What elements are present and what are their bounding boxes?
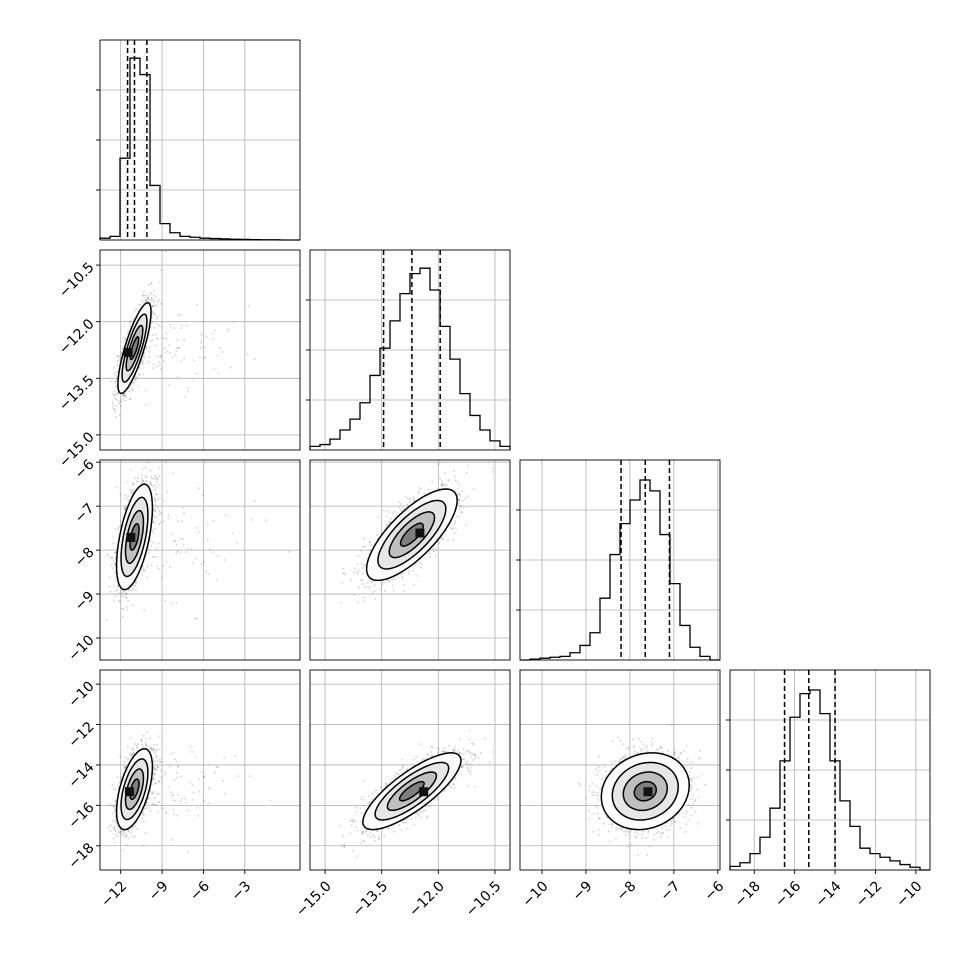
histogram-outline-1 [310, 268, 510, 450]
xtick-label-col1-2: −12.0 [406, 878, 448, 920]
histogram-panel-1 [306, 250, 510, 450]
panel-content-2-1 [310, 460, 510, 660]
histogram-outline-3 [730, 690, 930, 870]
ytick-label-row1-3: −10.5 [56, 259, 98, 301]
density-peak-2-1 [415, 529, 424, 538]
xtick-label-col3-0: −18 [732, 878, 764, 910]
ytick-label-row3-1: −16 [65, 800, 97, 832]
ytick-label-row1-2: −12.0 [56, 316, 98, 358]
xtick-label-col2-1: −9 [570, 878, 596, 904]
ytick-label-row3-0: −18 [65, 840, 97, 872]
xtick-label-col3-4: −10 [893, 878, 925, 910]
histogram-outline-0 [100, 58, 300, 240]
panels-layer [96, 40, 930, 878]
scatter-panel-2-0 [96, 443, 300, 660]
density-peak-3-1 [419, 787, 428, 796]
ytick-label-row2-2: −8 [72, 544, 98, 570]
scatter-panel-2-1 [310, 460, 510, 660]
panel-content-2-0 [100, 443, 300, 660]
xtick-label-col0-0: −12 [98, 878, 130, 910]
scatter-panel-3-0 [96, 670, 300, 878]
histogram-panel-3 [726, 670, 930, 874]
xtick-label-col2-0: −10 [519, 878, 551, 910]
ytick-label-row3-2: −14 [65, 759, 97, 791]
histogram-outline-2 [520, 480, 720, 660]
xtick-label-col0-1: −9 [146, 878, 172, 904]
ytick-label-row2-0: −10 [65, 632, 97, 664]
density-peak-1-0 [124, 348, 133, 357]
xtick-label-col0-2: −6 [187, 878, 213, 904]
ytick-label-row3-4: −10 [65, 678, 97, 710]
xtick-label-col1-1: −13.5 [350, 878, 392, 920]
density-peak-3-0 [125, 787, 134, 796]
histogram-panel-2 [516, 460, 720, 660]
xtick-label-col2-4: −6 [702, 878, 728, 904]
scatter-panel-1-0 [96, 250, 300, 450]
scatter-panel-3-1 [310, 670, 518, 874]
xtick-label-col1-0: −15.0 [293, 878, 335, 920]
scatter-panel-3-2 [520, 670, 725, 874]
panel-content-3-0 [100, 670, 300, 878]
ytick-label-row2-3: −7 [72, 500, 98, 526]
density-peak-2-0 [126, 533, 135, 542]
histogram-panel-0 [96, 40, 300, 240]
panel-content-3-2 [520, 670, 725, 870]
xtick-label-col3-1: −16 [772, 878, 804, 910]
xtick-label-col2-2: −8 [614, 878, 640, 904]
tick-labels-layer: −15.0−13.5−12.0−10.5−10−9−8−7−6−18−16−14… [56, 259, 925, 920]
xtick-label-col3-3: −12 [853, 878, 885, 910]
density-peak-3-2 [643, 787, 652, 796]
panel-content-1-0 [100, 250, 300, 450]
ytick-label-row3-3: −12 [65, 719, 97, 751]
panel-content-3-1 [310, 670, 518, 870]
ytick-label-row1-1: −13.5 [56, 373, 98, 415]
xtick-label-col0-3: −3 [229, 878, 255, 904]
xtick-label-col2-3: −7 [658, 878, 684, 904]
ytick-label-row2-1: −9 [72, 588, 98, 614]
xtick-label-col1-3: −10.5 [463, 878, 505, 920]
xtick-label-col3-2: −14 [812, 878, 844, 910]
